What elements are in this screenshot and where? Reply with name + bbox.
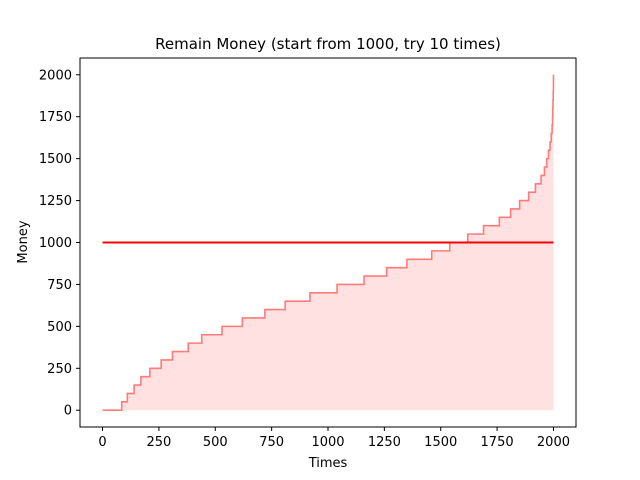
x-axis-ticks: 0 250 500 750 1000 1250 1500 1750 2000 [98,427,570,450]
series-0-line [102,74,555,412]
y-axis-ticks: 0 250 500 750 1000 1250 1500 1750 2000 [39,68,80,419]
series-0-area [102,74,554,411]
x-tick-label: 1250 [368,435,401,450]
y-tick-label: 1750 [39,110,72,125]
x-tick-label: 500 [203,435,228,450]
x-tick-label: 0 [98,435,106,450]
x-tick-label: 1500 [424,435,457,450]
y-tick-label: 750 [47,278,72,293]
x-tick-label: 1000 [311,435,344,450]
y-tick-label: 0 [64,404,72,419]
y-tick-label: 1250 [39,194,72,209]
x-tick-label: 2000 [537,435,570,450]
x-axis-label: Times [308,456,348,471]
y-axis-label: Money [16,220,31,263]
y-tick-label: 1500 [39,152,72,167]
y-tick-label: 2000 [39,68,72,83]
plot-area [102,74,555,412]
y-tick-label: 500 [47,320,72,335]
x-tick-label: 750 [259,435,284,450]
x-tick-label: 250 [146,435,171,450]
y-tick-label: 250 [47,362,72,377]
chart-title: Remain Money (start from 1000, try 10 ti… [155,35,501,53]
y-tick-label: 1000 [39,236,72,251]
plot-frame [79,57,577,428]
x-tick-label: 1750 [481,435,514,450]
